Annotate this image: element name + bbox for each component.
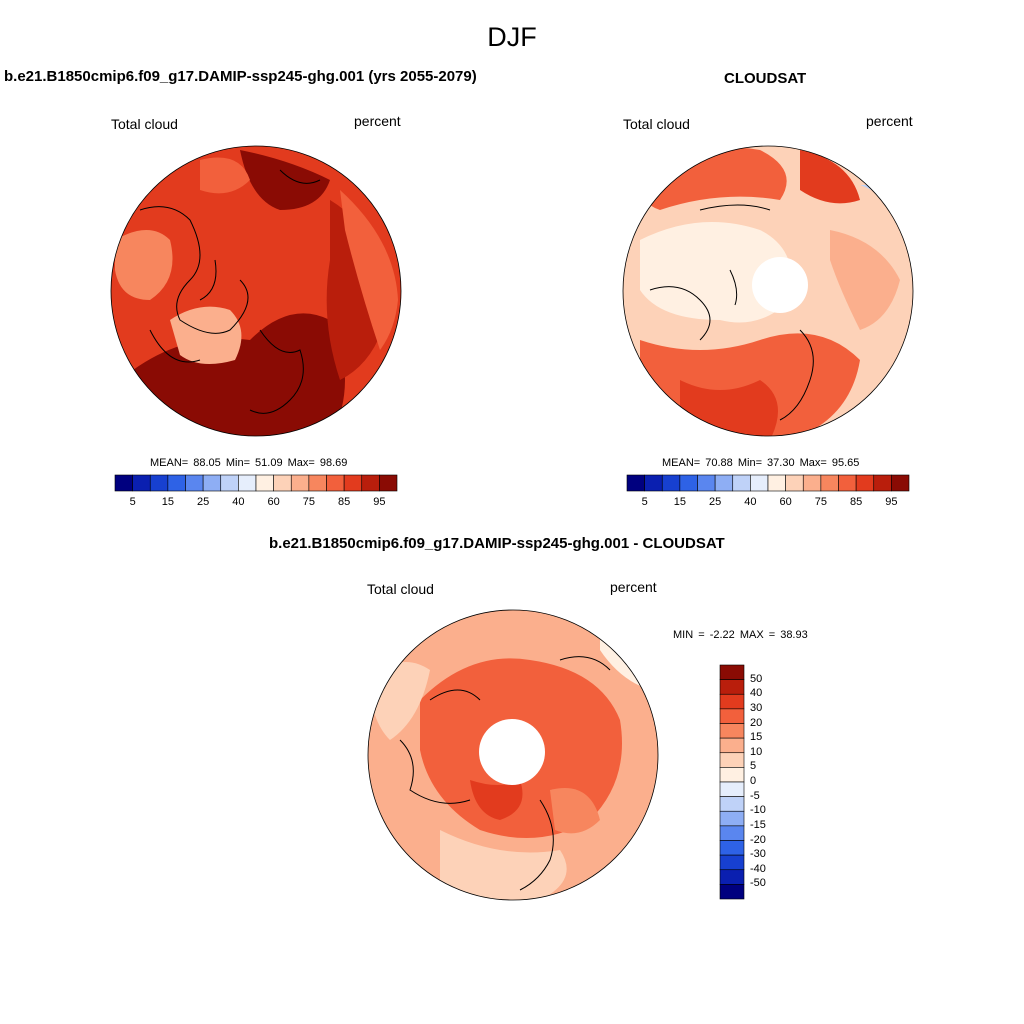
diff-colorbar-ticks: 50 40 30 20 15 10 5 0 -5 -10 -15 -20 -30 -40 -50 [750, 665, 790, 899]
diff-colorbar-tick-label: -20 [750, 833, 766, 846]
obs-colorbar [626, 474, 910, 492]
obs-colorbar-tick-label: 75 [814, 496, 827, 508]
diff-colorbar-swatch [719, 854, 745, 871]
obs-map-region-lightest [640, 222, 792, 323]
diff-variable-label: Total cloud [367, 581, 434, 597]
diff-colorbar-swatch [719, 664, 745, 680]
diff-map-region-mid [550, 788, 600, 834]
diff-colorbar-tick-label: 15 [750, 731, 763, 744]
model-map-region-orange [340, 190, 398, 350]
diff-colorbar-tick-label: -15 [750, 818, 766, 831]
obs-units-label: percent [866, 113, 913, 129]
model-map-region-mid2 [200, 157, 250, 194]
diff-map-region-light-s [440, 830, 567, 900]
model-panel-title: b.e21.B1850cmip6.f09_g17.DAMIP-ssp245-gh… [4, 68, 477, 85]
model-colorbar-tick-label: 25 [197, 496, 210, 508]
diff-colorbar-swatch [719, 767, 745, 783]
obs-colorbar-tick-label: 85 [850, 496, 863, 508]
diff-colorbar-swatch [719, 679, 745, 695]
diff-colorbar-swatch [719, 752, 745, 768]
model-map-region-light [170, 306, 242, 364]
model-colorbar [114, 474, 398, 492]
model-map-region-darkred-n [240, 150, 330, 210]
model-colorbar-swatch [379, 474, 398, 492]
model-map-region-mid [115, 230, 173, 300]
model-colorbar-tick-label: 95 [373, 496, 386, 508]
obs-variable-label: Total cloud [623, 116, 690, 132]
diff-colorbar-swatch [719, 693, 745, 710]
diff-colorbar-swatch [719, 737, 745, 754]
diff-colorbar-tick-label: 0 [750, 775, 757, 787]
obs-map-region-mid [830, 230, 900, 330]
model-colorbar-tick-label: 75 [302, 496, 315, 508]
obs-map-missing-pole [752, 257, 808, 313]
diff-colorbar-tick-label: -30 [750, 848, 766, 861]
model-units-label: percent [354, 113, 401, 129]
diff-colorbar-tick-label: 5 [750, 760, 757, 773]
obs-colorbar-swatch [891, 474, 910, 492]
diff-colorbar-swatch [719, 708, 745, 724]
model-colorbar-tick-label: 85 [338, 496, 351, 508]
diff-colorbar-swatch [719, 723, 745, 739]
diff-colorbar-swatch [719, 869, 745, 885]
model-colorbar-tick-label: 60 [267, 496, 280, 508]
diff-colorbar-swatch [719, 796, 745, 812]
obs-colorbar-tick-label: 25 [709, 496, 722, 508]
model-map-region-darkred [120, 313, 345, 436]
diff-colorbar-tick-label: -40 [750, 862, 766, 875]
obs-colorbar-tick-label: 40 [744, 496, 757, 508]
diff-colorbar-tick-label: 50 [750, 672, 763, 685]
model-stats: MEAN= 88.05 Min= 51.09 Max= 98.69 [150, 457, 348, 469]
diff-colorbar-swatch [719, 810, 745, 827]
model-coastline [139, 169, 321, 414]
obs-stats: MEAN= 70.88 Min= 37.30 Max= 95.65 [662, 457, 860, 469]
obs-colorbar-tick-label: 60 [779, 496, 792, 508]
diff-map-region-red [470, 780, 523, 820]
model-map-region-red [326, 200, 390, 380]
diff-colorbar-tick-label: -10 [750, 804, 766, 817]
model-colorbar-tick-label: 5 [129, 496, 136, 508]
obs-colorbar-ticks: 5 15 25 40 60 75 85 95 [627, 496, 909, 510]
diff-colorbar-tick-label: 10 [750, 745, 763, 758]
model-colorbar-ticks: 5 15 25 40 60 75 85 95 [115, 496, 397, 510]
diff-colorbar [719, 664, 745, 900]
obs-colorbar-tick-label: 15 [673, 496, 686, 508]
diff-colorbar-swatch [719, 840, 745, 856]
diff-map-missing-pole [479, 719, 545, 785]
model-variable-label: Total cloud [111, 116, 178, 132]
obs-coastline [649, 204, 814, 421]
diff-colorbar-tick-label: -5 [750, 789, 760, 802]
obs-colorbar-tick-label: 5 [641, 496, 648, 508]
obs-map-region-red-n [800, 150, 860, 204]
diff-stats: MIN = -2.22 MAX = 38.93 [673, 629, 808, 641]
diff-colorbar-tick-label: 30 [750, 701, 763, 714]
diff-colorbar-swatch [719, 781, 745, 797]
diff-colorbar-swatch [719, 884, 745, 900]
model-colorbar-tick-label: 40 [232, 496, 245, 508]
figure-title: DJF [487, 22, 537, 52]
diff-panel-title: b.e21.B1850cmip6.f09_g17.DAMIP-ssp245-gh… [269, 535, 725, 552]
obs-colorbar-tick-label: 95 [885, 496, 898, 508]
diff-colorbar-tick-label: 40 [750, 687, 763, 700]
obs-panel-title: CLOUDSAT [724, 70, 807, 87]
diff-colorbar-tick-label: -50 [750, 877, 766, 890]
diff-units-label: percent [610, 579, 657, 595]
diff-colorbar-tick-label: 20 [750, 716, 763, 729]
model-colorbar-tick-label: 15 [161, 496, 174, 508]
diff-colorbar-swatch [719, 825, 745, 841]
diff-coastline [399, 656, 611, 891]
